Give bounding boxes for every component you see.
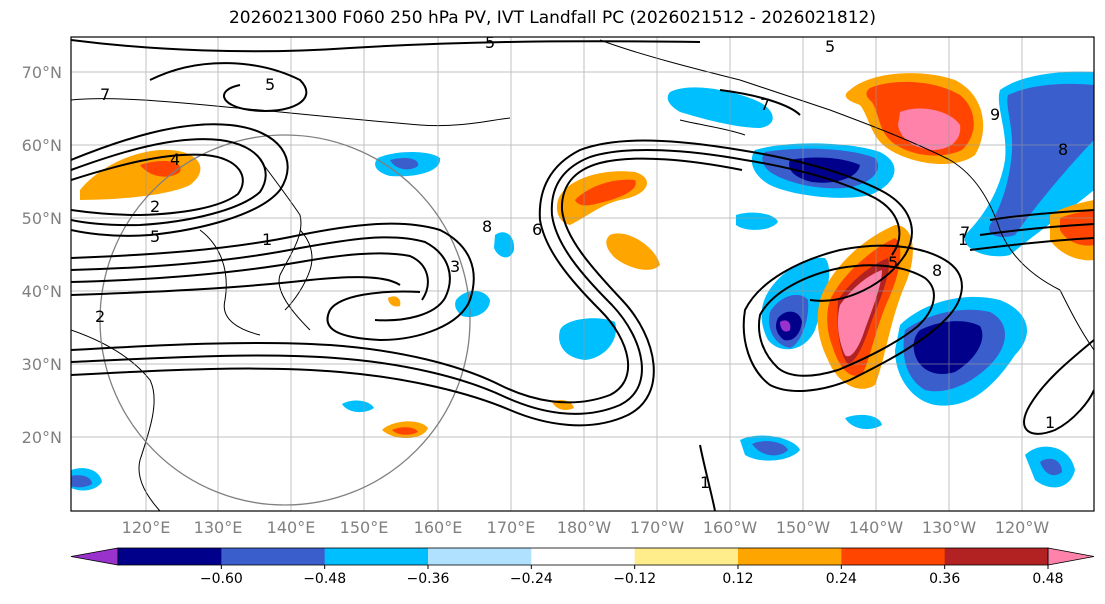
- colorbar-segment: [324, 548, 429, 565]
- contour-label: 5: [888, 253, 898, 272]
- lat-label: 20°N: [22, 428, 62, 447]
- colorbar-tick-label: −0.12: [613, 571, 656, 587]
- colorbar-tick-label: −0.48: [303, 571, 346, 587]
- lat-label: 30°N: [22, 355, 62, 374]
- colorbar-frame: [117, 547, 1049, 566]
- lon-label: 140°W: [849, 518, 904, 537]
- anomaly-pink-jet: [837, 270, 882, 357]
- map-title: 2026021300 F060 250 hPa PV, IVT Landfall…: [228, 8, 876, 28]
- lon-label: 150°W: [776, 518, 831, 537]
- colorbar-extend-high: [1047, 547, 1095, 566]
- colorbar-extend-low: [70, 547, 119, 566]
- contour-label: 5: [265, 75, 275, 94]
- colorbar-segment: [428, 548, 532, 565]
- lat-label: 40°N: [22, 282, 62, 301]
- latitude-labels: 70°N 60°N 50°N 40°N 30°N 20°N: [22, 63, 62, 447]
- colorbar-tick-label: −0.36: [407, 571, 450, 587]
- contour-label: 3: [450, 257, 460, 276]
- anomaly-medblue-tropics4: [1040, 458, 1062, 476]
- anomaly-blue-small3: [736, 212, 778, 230]
- colorbar-tick-label: −0.24: [510, 571, 553, 587]
- anomaly-medblue-tropics2: [752, 441, 788, 456]
- contour-label: 5: [825, 37, 835, 56]
- anomaly-medblue-canada: [989, 83, 1094, 237]
- lat-label: 50°N: [22, 209, 62, 228]
- contour-label: 1: [958, 230, 968, 249]
- colorbar-segment: [634, 548, 739, 565]
- contour-labels: 5 7 5 5 4 2 5 1 3 2 7 8 6 9 5 8 7 8 1 1 …: [95, 33, 1068, 492]
- longitude-labels: 120°E 130°E 140°E 150°E 160°E 170°E 180°…: [122, 518, 1050, 537]
- contour-label: 2: [95, 307, 105, 326]
- colorbar-segment: [531, 548, 636, 565]
- anomaly-red-asia: [140, 160, 181, 177]
- pv-contours: [71, 39, 1094, 511]
- lon-label: 170°E: [487, 518, 536, 537]
- shaded-anomalies: [71, 71, 1094, 491]
- colorbar: −0.60 −0.48 −0.36 −0.24 −0.12 0.12 0.24 0.36 0.4…: [70, 547, 1095, 587]
- lon-label: 160°W: [703, 518, 758, 537]
- colorbar-segment: [118, 548, 222, 565]
- contour-label: 9: [990, 105, 1000, 124]
- contour-label: 5: [485, 33, 495, 52]
- contour-label: 7: [960, 223, 970, 242]
- contour-label: 4: [170, 150, 180, 169]
- lon-label: 130°E: [194, 518, 243, 537]
- lon-label: 180°W: [557, 518, 612, 537]
- colorbar-tick-label: 0.36: [929, 571, 960, 587]
- colorbar-tick-label: 0.12: [722, 571, 753, 587]
- anomaly-pink-north: [898, 108, 961, 150]
- contour-label: 1: [1045, 413, 1055, 432]
- colorbar-tick-label: 0.24: [826, 571, 857, 587]
- anomaly-orange-blob: [606, 233, 660, 270]
- colorbar-tick-label: 0.48: [1032, 571, 1063, 587]
- map-frame: [70, 36, 1095, 512]
- contour-label: 1: [262, 230, 272, 249]
- anomaly-redcore-tropics: [392, 427, 418, 435]
- lon-label: 120°E: [122, 518, 171, 537]
- anomaly-medblue-sw: [71, 475, 92, 488]
- contour-label: 6: [532, 220, 542, 239]
- lat-label: 60°N: [22, 136, 62, 155]
- lon-label: 160°E: [414, 518, 463, 537]
- anomaly-blue-tropics3: [845, 414, 882, 430]
- contour-label: 8: [932, 261, 942, 280]
- anomaly-blue-central: [559, 318, 616, 360]
- lon-label: 140°E: [267, 518, 316, 537]
- contour-label: 5: [150, 227, 160, 246]
- range-circle: [99, 134, 471, 506]
- anomaly-medblue-kuril: [390, 158, 419, 170]
- anomaly-orange-small2: [388, 296, 401, 307]
- contour-label: 2: [150, 197, 160, 216]
- anomaly-blue-bering: [667, 87, 773, 128]
- contour-label: 7: [760, 95, 770, 114]
- lon-label: 150°E: [340, 518, 389, 537]
- lat-label: 70°N: [22, 63, 62, 82]
- lon-label: 120°W: [995, 518, 1050, 537]
- contour-label: 8: [482, 217, 492, 236]
- contour-label: 8: [1058, 140, 1068, 159]
- lon-label: 170°W: [630, 518, 685, 537]
- anomaly-red-east-edge: [1060, 210, 1094, 246]
- anomaly-red-aleutian: [575, 179, 636, 206]
- colorbar-segment: [738, 548, 842, 565]
- colorbar-tick-label: −0.60: [200, 571, 243, 587]
- lon-label: 130°W: [922, 518, 977, 537]
- anomaly-blue-tropics1: [342, 400, 374, 413]
- anomaly-purple-front-west: [780, 320, 791, 332]
- contour-label: 1: [700, 473, 710, 492]
- contour-label: 7: [100, 85, 110, 104]
- colorbar-segment: [944, 548, 1049, 565]
- anomaly-blue-small2: [494, 232, 515, 258]
- colorbar-segment: [221, 548, 326, 565]
- anomaly-navy-east: [913, 321, 983, 375]
- colorbar-segment: [841, 548, 946, 565]
